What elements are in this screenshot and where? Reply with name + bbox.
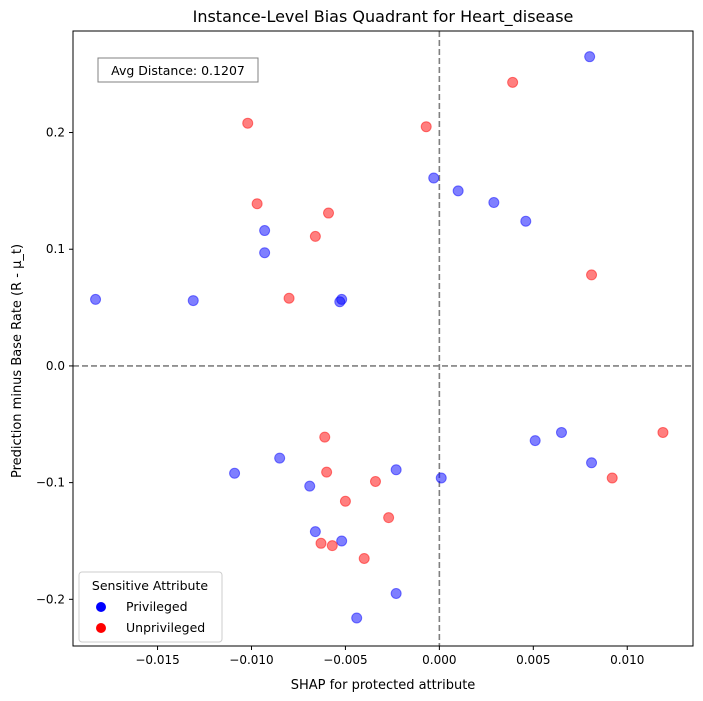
point-privileged: [336, 293, 348, 305]
point-privileged: [390, 587, 402, 599]
legend-frame: [78, 571, 223, 643]
point-privileged: [435, 472, 447, 484]
point-privileged: [529, 435, 541, 447]
point-privileged: [452, 185, 464, 197]
point-privileged: [351, 612, 363, 624]
x-tick-label: 0.005: [516, 653, 550, 667]
point-unprivileged: [319, 431, 331, 443]
y-tick-label: 0.0: [46, 359, 65, 373]
x-tick-label: −0.015: [135, 653, 179, 667]
point-privileged: [304, 480, 316, 492]
x-tick-label: 0.000: [422, 653, 456, 667]
point-privileged: [390, 464, 402, 476]
point-privileged: [584, 51, 596, 63]
point-unprivileged: [321, 466, 333, 478]
point-unprivileged: [283, 292, 295, 304]
point-privileged: [336, 535, 348, 547]
point-privileged: [520, 215, 532, 227]
point-privileged: [586, 457, 598, 469]
legend: Sensitive Attribute Privileged Unprivile…: [78, 571, 223, 643]
legend-marker-unprivileged: [96, 623, 106, 633]
point-unprivileged: [309, 230, 321, 242]
point-unprivileged: [251, 198, 263, 210]
legend-marker-privileged: [96, 602, 106, 612]
x-tick-label: −0.010: [229, 653, 273, 667]
point-privileged: [90, 293, 102, 305]
point-privileged: [187, 295, 199, 307]
point-privileged: [309, 526, 321, 538]
x-tick-label: −0.005: [323, 653, 367, 667]
y-axis-label: Prediction minus Base Rate (R - μ_t): [10, 244, 25, 478]
plot-area: [73, 31, 693, 646]
y-tick-label: 0.2: [46, 126, 65, 140]
point-unprivileged: [242, 117, 254, 129]
x-tick-label: 0.010: [610, 653, 644, 667]
point-unprivileged: [657, 426, 669, 438]
y-tick-label: −0.2: [36, 592, 65, 606]
point-unprivileged: [323, 207, 335, 219]
y-axis-ticks: −0.2 −0.1 0.0 0.1 0.2: [36, 126, 73, 606]
point-unprivileged: [358, 552, 370, 564]
legend-title: Sensitive Attribute: [92, 578, 208, 593]
x-axis-label: SHAP for protected attribute: [291, 678, 476, 693]
point-unprivileged: [420, 121, 432, 133]
plot-frame: [72, 30, 694, 647]
point-privileged: [428, 172, 440, 184]
point-unprivileged: [315, 537, 327, 549]
x-axis-ticks: −0.015 −0.010 −0.005 0.000 0.005 0.010: [135, 646, 644, 667]
point-privileged: [274, 452, 286, 464]
y-tick-label: 0.1: [46, 242, 65, 256]
legend-label-privileged: Privileged: [126, 599, 188, 614]
point-unprivileged: [326, 540, 338, 552]
point-privileged: [488, 197, 500, 209]
chart-title: Instance-Level Bias Quadrant for Heart_d…: [193, 7, 574, 27]
point-unprivileged: [369, 475, 381, 487]
point-unprivileged: [383, 512, 395, 524]
annotation-box: Avg Distance: 0.1207: [97, 57, 259, 83]
point-unprivileged: [339, 495, 351, 507]
point-privileged: [555, 426, 567, 438]
legend-label-unprivileged: Unprivileged: [126, 620, 205, 635]
y-tick-label: −0.1: [36, 476, 65, 490]
point-privileged: [259, 225, 271, 237]
avg-distance-annotation: Avg Distance: 0.1207: [111, 63, 245, 78]
annotation-frame: [97, 57, 259, 83]
point-unprivileged: [586, 269, 598, 281]
point-unprivileged: [507, 76, 519, 88]
point-privileged: [229, 467, 241, 479]
point-unprivileged: [606, 472, 618, 484]
point-privileged: [259, 247, 271, 259]
